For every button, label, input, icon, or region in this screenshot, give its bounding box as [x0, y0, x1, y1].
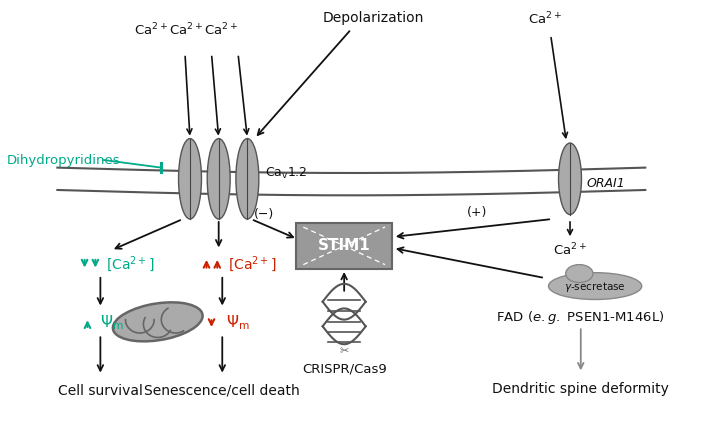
- Text: [Ca$^{2+}$]: [Ca$^{2+}$]: [106, 254, 155, 274]
- Text: $\Psi_{\rm m}$: $\Psi_{\rm m}$: [226, 313, 250, 332]
- FancyBboxPatch shape: [296, 223, 392, 269]
- Text: Ca$_{\rm v}$1.2: Ca$_{\rm v}$1.2: [265, 166, 308, 181]
- Ellipse shape: [549, 273, 642, 299]
- Text: Dihydropyridines: Dihydropyridines: [7, 153, 120, 167]
- Ellipse shape: [559, 143, 581, 215]
- Ellipse shape: [113, 302, 203, 342]
- Text: $\gamma$-secretase: $\gamma$-secretase: [564, 280, 626, 294]
- Text: Ca$^{2+}$: Ca$^{2+}$: [528, 11, 562, 28]
- Ellipse shape: [207, 139, 230, 219]
- Text: (+): (+): [467, 206, 487, 219]
- Text: CRISPR/Cas9: CRISPR/Cas9: [302, 362, 386, 375]
- Text: STIM1: STIM1: [318, 238, 371, 253]
- Text: Senescence/cell death: Senescence/cell death: [144, 384, 300, 397]
- Text: ✂: ✂: [339, 346, 349, 356]
- Text: FAD ($\it{e.g.}$ PSEN1-M146L): FAD ($\it{e.g.}$ PSEN1-M146L): [496, 309, 665, 326]
- Text: $\Psi_{\rm m}$: $\Psi_{\rm m}$: [100, 313, 124, 332]
- Text: Ca$^{2+}$Ca$^{2+}$Ca$^{2+}$: Ca$^{2+}$Ca$^{2+}$Ca$^{2+}$: [134, 21, 239, 38]
- Ellipse shape: [179, 139, 201, 219]
- Text: Dendritic spine deformity: Dendritic spine deformity: [493, 382, 669, 396]
- Ellipse shape: [123, 308, 192, 336]
- Text: [Ca$^{2+}$]: [Ca$^{2+}$]: [228, 254, 277, 274]
- Text: (−): (−): [254, 208, 274, 221]
- Text: Depolarization: Depolarization: [322, 11, 424, 25]
- Text: Cell survival: Cell survival: [58, 384, 143, 397]
- Ellipse shape: [566, 265, 593, 283]
- Ellipse shape: [236, 139, 259, 219]
- Text: Ca$^{2+}$: Ca$^{2+}$: [553, 241, 587, 258]
- Text: ORAI1: ORAI1: [587, 177, 625, 190]
